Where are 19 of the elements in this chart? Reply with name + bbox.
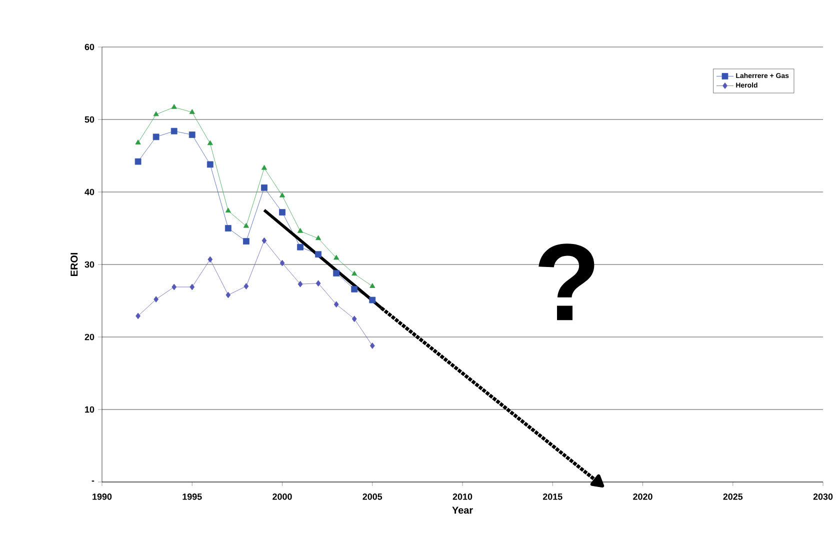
x-tick-label: 2030: [813, 494, 833, 500]
annotation: ?: [538, 244, 594, 320]
x-tick-label: 2010: [452, 494, 472, 500]
y-tick-label: 20: [84, 334, 94, 340]
y-tick-label: -: [92, 480, 94, 482]
y-tick-label: 30: [84, 261, 94, 268]
x-tick-label: 1995: [182, 494, 202, 500]
x-tick-label: 1990: [92, 494, 112, 500]
x-tick-label: 2015: [542, 494, 562, 500]
x-tick-label: 2000: [272, 494, 292, 500]
y-tick-label: 40: [84, 188, 94, 196]
x-axis-title: Year: [452, 506, 473, 514]
y-tick-label: 10: [85, 406, 94, 413]
x-tick-label: 2005: [362, 494, 382, 500]
y-tick-label: 50: [84, 116, 94, 123]
y-axis-title: EROI: [70, 252, 78, 276]
x-tick-label: 2025: [723, 494, 743, 500]
x-tick-label: 2020: [633, 494, 652, 500]
y-tick-label: 60: [84, 44, 94, 50]
